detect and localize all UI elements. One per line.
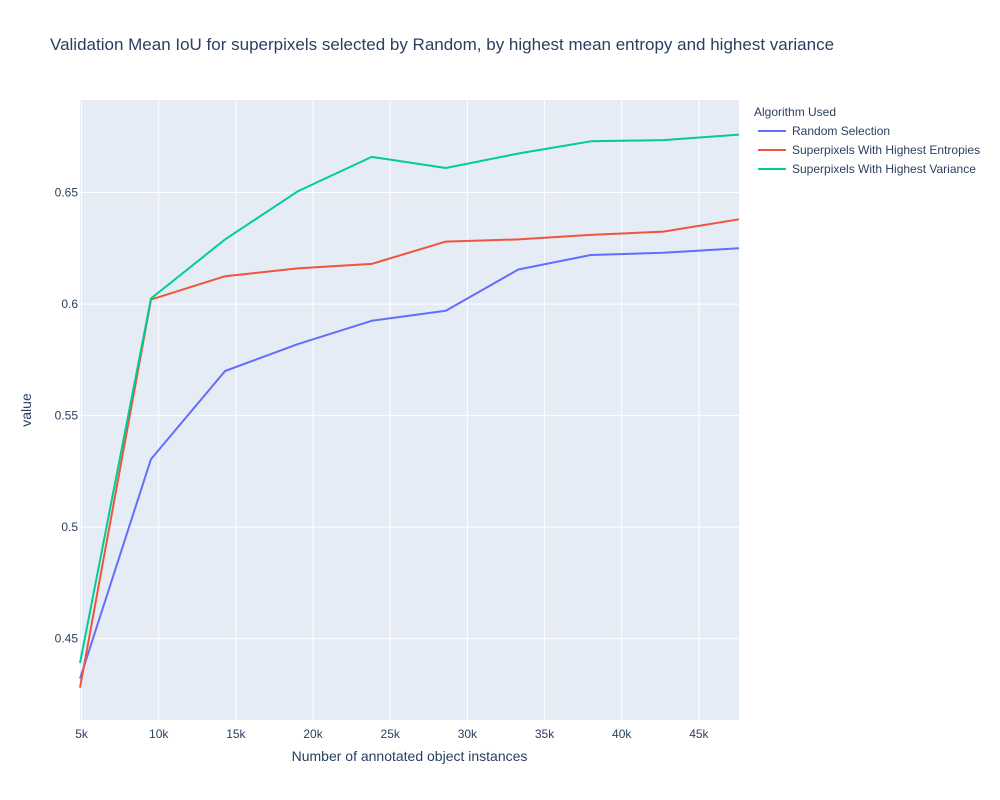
x-tick-label: 20k [303,727,323,741]
series-line-0 [79,247,740,680]
legend-label-0: Random Selection [792,124,890,138]
series-line-1 [79,218,740,688]
y-tick-label: 0.6 [61,297,78,311]
legend-title: Algorithm Used [754,105,836,119]
legend-label-2: Superpixels With Highest Variance [792,162,976,176]
x-tick-label: 10k [149,727,169,741]
y-tick-label: 0.55 [55,409,79,423]
y-tick-label: 0.5 [61,520,78,534]
grid-lines [80,100,739,720]
x-tick-label: 25k [381,727,401,741]
y-axis-ticks: 0.45 0.5 0.55 0.6 0.65 [55,186,79,646]
plot-background [80,100,739,720]
x-tick-label: 30k [458,727,478,741]
chart-title: Validation Mean IoU for superpixels sele… [50,35,834,54]
x-axis-ticks: 5k 10k 15k 20k 25k 30k 35k 40k 45k [75,727,709,741]
x-tick-label: 35k [535,727,555,741]
y-axis-title: value [18,393,34,427]
series-line-2 [79,133,740,664]
x-axis-title: Number of annotated object instances [292,748,528,764]
y-tick-label: 0.45 [55,632,79,646]
x-tick-label: 45k [689,727,709,741]
legend-label-1: Superpixels With Highest Entropies [792,143,980,157]
x-tick-label: 5k [75,727,89,741]
x-tick-label: 15k [226,727,246,741]
x-tick-label: 40k [612,727,632,741]
series-lines [79,133,740,688]
y-tick-label: 0.65 [55,186,79,200]
legend: Algorithm Used Random Selection Superpixe… [754,105,980,176]
